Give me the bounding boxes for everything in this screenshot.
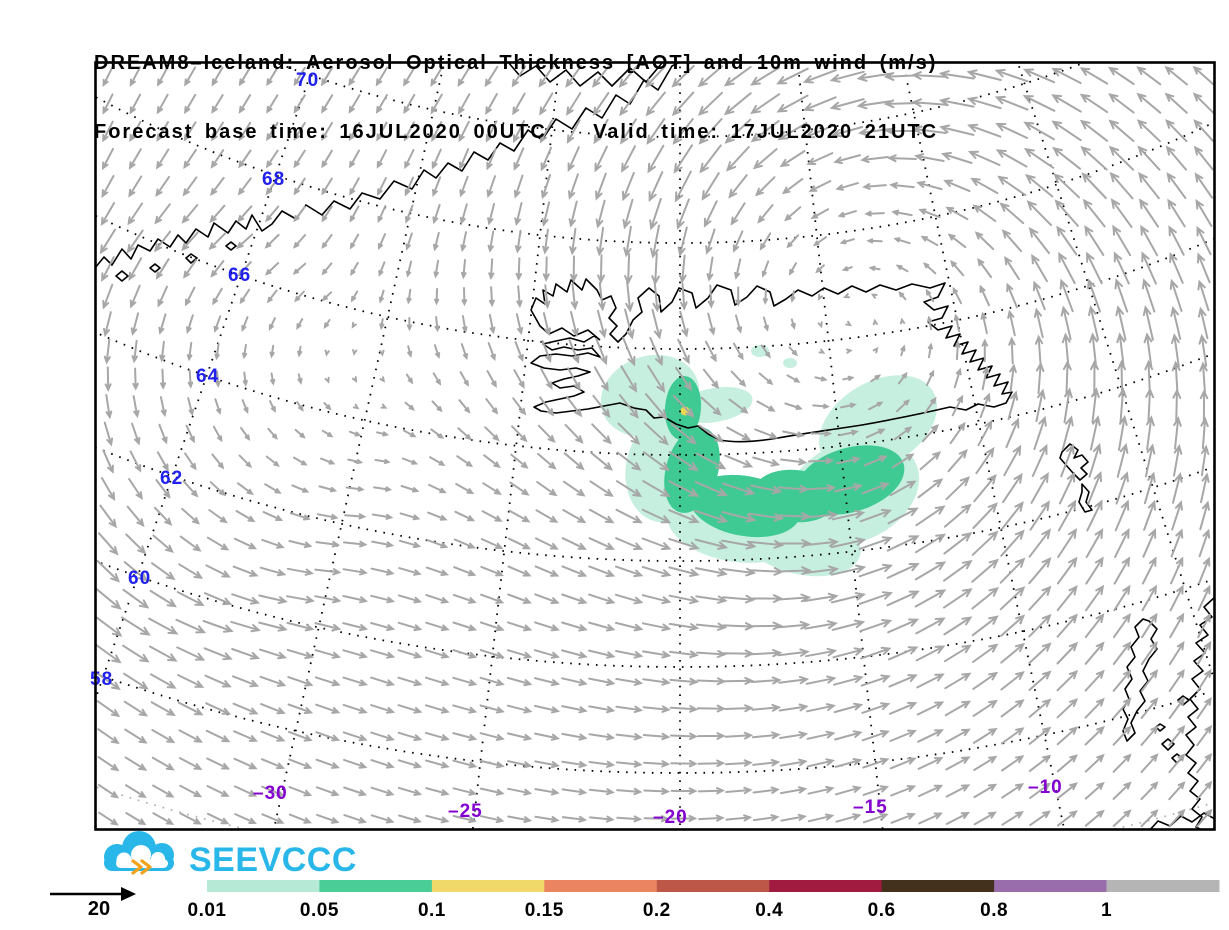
colorbar-segment-7	[994, 880, 1108, 892]
aot-level-0p01	[783, 358, 797, 368]
logo-text: SEEVCCC	[189, 841, 357, 879]
graticule-parallels	[96, 63, 1214, 774]
colorbar-segment-6	[881, 880, 995, 892]
seevccc-logo: SEEVCCC	[104, 831, 357, 879]
wind-arrows	[96, 64, 1214, 828]
map-title: DREAM8–Iceland: Aerosol Optical Thicknes…	[94, 52, 938, 74]
map-interior	[96, 63, 1214, 829]
coastline-greenland-fjords	[508, 63, 663, 87]
lon-label-3: –15	[853, 797, 888, 818]
lat-label-70: 70	[296, 70, 319, 91]
plot-title-block: DREAM8–Iceland: Aerosol Optical Thicknes…	[94, 6, 938, 190]
colorbar-label-0.05: 0.05	[300, 900, 339, 921]
lon-label-1: –25	[448, 801, 483, 822]
wind-reference: 20	[50, 887, 136, 920]
colorbar-segment-4	[656, 880, 770, 892]
colorbar-segment-5	[769, 880, 883, 892]
lat-label-66: 66	[228, 265, 251, 286]
colorbar-label-0.8: 0.8	[980, 900, 1008, 921]
aot-level-0p05	[753, 469, 837, 523]
coastline-greenland	[96, 63, 679, 268]
lat-label-68: 68	[262, 169, 285, 190]
colorbar-label-0.15: 0.15	[525, 900, 564, 921]
colorbar-segment-0	[207, 880, 320, 892]
coastline-scotland	[1185, 597, 1214, 829]
coastline-scotland-south	[1150, 812, 1214, 829]
lon-label-2: –20	[653, 807, 688, 828]
colorbar-label-0.1: 0.1	[418, 900, 446, 921]
lat-label-64: 64	[196, 366, 219, 387]
colorbar-segment-1	[319, 880, 433, 892]
lon-label-0: –30	[253, 783, 288, 804]
lat-label-60: 60	[128, 568, 151, 589]
colorbar-segment-2	[431, 880, 545, 892]
coastline-outer-hebrides	[1122, 618, 1158, 742]
coastline-greenland-islands	[115, 241, 237, 282]
aot-clear-hole	[721, 408, 803, 464]
map-frame	[94, 61, 1216, 831]
colorbar-label-0.4: 0.4	[755, 900, 783, 921]
wind-reference-value: 20	[88, 898, 110, 920]
colorbar-label-0.6: 0.6	[868, 900, 896, 921]
colorbar-label-0.01: 0.01	[188, 900, 227, 921]
logo-cloud-inner	[116, 859, 168, 868]
lat-label-58: 58	[90, 669, 113, 690]
aot-colorbar: 0.01 0.05 0.1 0.15 0.2 0.4 0.6 0.8 1	[188, 880, 1220, 921]
logo-chevron-icon	[131, 859, 152, 875]
map-subtitle: Forecast base time: 16JUL2020 00UTC Vali…	[94, 121, 939, 143]
wind-reference-arrowhead-icon	[121, 887, 136, 901]
lon-label-4: –10	[1028, 777, 1063, 798]
colorbar-label-1: 1	[1101, 900, 1112, 921]
lat-label-62: 62	[160, 468, 183, 489]
colorbar-label-0.2: 0.2	[643, 900, 671, 921]
colorbar-segment-8	[1106, 880, 1220, 892]
colorbar-segment-3	[544, 880, 658, 892]
